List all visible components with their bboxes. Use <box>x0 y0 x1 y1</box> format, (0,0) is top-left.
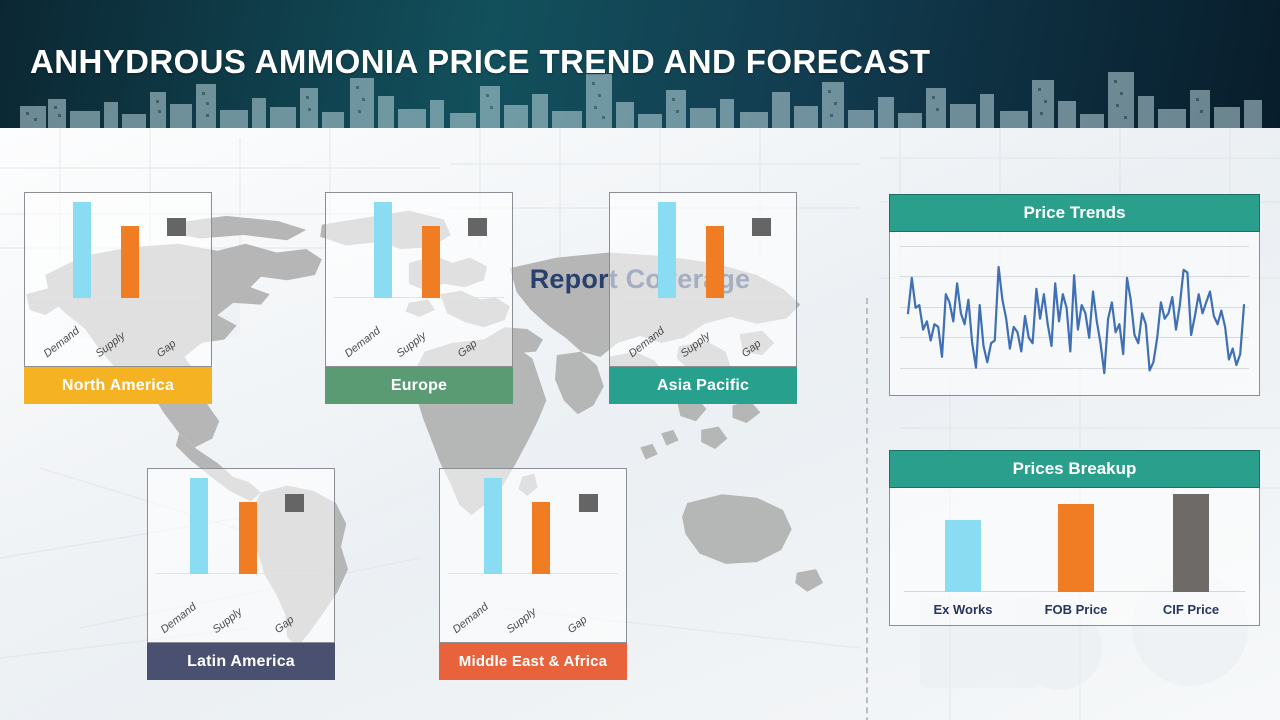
region-chart-middle-east-africa: Demand Supply Gap <box>439 468 627 643</box>
bar-gap <box>579 494 598 512</box>
page-title: ANHYDROUS AMMONIA PRICE TREND AND FORECA… <box>30 43 931 80</box>
gridline <box>900 246 1249 247</box>
gridline <box>900 337 1249 338</box>
bar-label-ex-works: Ex Works <box>933 602 993 617</box>
bar-fob-price <box>1058 504 1094 592</box>
prices-breakup-plot: Ex Works FOB Price CIF Price <box>889 488 1260 626</box>
axis-label-demand: Demand <box>626 324 667 360</box>
card-prices-breakup[interactable]: Prices Breakup Ex Works FOB Price CIF Pr… <box>889 450 1260 626</box>
region-title-north-america: North America <box>24 367 212 404</box>
region-name-label: Europe <box>390 376 448 394</box>
region-name-label: Asia Pacific <box>656 376 750 394</box>
axis-label-supply: Supply <box>678 329 713 360</box>
chart-baseline <box>33 297 203 298</box>
city-skyline-graphic <box>20 72 1262 128</box>
bar-gap <box>167 218 186 236</box>
axis-label-demand: Demand <box>342 324 383 360</box>
region-panel-middle-east-africa[interactable]: Demand Supply Gap Middle East & Africa <box>439 468 627 680</box>
region-panel-asia-pacific[interactable]: Demand Supply Gap Asia Pacific <box>609 192 797 404</box>
vertical-divider <box>866 298 868 720</box>
price-trend-line <box>906 265 1246 375</box>
axis-label-demand: Demand <box>158 600 199 636</box>
bar-gap <box>468 218 487 236</box>
body-area: Report Coverage Demand Supply Gap North … <box>0 128 1280 720</box>
header-banner: ANHYDROUS AMMONIA PRICE TREND AND FORECA… <box>0 0 1280 128</box>
bar-demand <box>658 202 676 298</box>
bar-gap <box>285 494 304 512</box>
region-panel-latin-america[interactable]: Demand Supply Gap Latin America <box>147 468 335 680</box>
price-trends-plot <box>889 232 1260 396</box>
bar-demand <box>374 202 392 298</box>
axis-label-gap: Gap <box>565 613 590 636</box>
card-price-trends[interactable]: Price Trends <box>889 194 1260 396</box>
bar-demand <box>484 478 502 574</box>
axis-label-supply: Supply <box>93 329 128 360</box>
axis-label-gap: Gap <box>455 337 480 360</box>
bar-supply <box>239 502 257 574</box>
bar-supply <box>121 226 139 298</box>
gridline <box>900 368 1249 369</box>
region-name-label: Middle East & Africa <box>458 653 608 670</box>
chart-baseline <box>334 297 504 298</box>
card-header-price-trends: Price Trends <box>889 194 1260 232</box>
axis-label-supply: Supply <box>504 605 539 636</box>
bar-supply <box>532 502 550 574</box>
bar-demand <box>190 478 208 574</box>
region-chart-latin-america: Demand Supply Gap <box>147 468 335 643</box>
region-title-middle-east-africa: Middle East & Africa <box>439 643 627 680</box>
card-header-prices-breakup: Prices Breakup <box>889 450 1260 488</box>
axis-label-supply: Supply <box>210 605 245 636</box>
axis-label-gap: Gap <box>739 337 764 360</box>
card-title-text: Price Trends <box>1023 203 1126 222</box>
bar-gap <box>752 218 771 236</box>
bar-label-cif-price: CIF Price <box>1162 602 1220 617</box>
card-title-text: Prices Breakup <box>1012 459 1137 478</box>
region-chart-asia-pacific: Demand Supply Gap <box>609 192 797 367</box>
chart-baseline <box>618 297 788 298</box>
bar-supply <box>706 226 724 298</box>
region-name-label: Latin America <box>187 652 295 670</box>
bar-ex-works <box>945 520 981 592</box>
region-chart-europe: Demand Supply Gap <box>325 192 513 367</box>
axis-label-gap: Gap <box>272 613 297 636</box>
bar-cif-price <box>1173 494 1209 592</box>
gridline <box>900 307 1249 308</box>
region-name-label: North America <box>61 376 175 394</box>
region-panel-europe[interactable]: Demand Supply Gap Europe <box>325 192 513 404</box>
region-title-europe: Europe <box>325 367 513 404</box>
axis-label-demand: Demand <box>41 324 82 360</box>
bar-demand <box>73 202 91 298</box>
region-panel-north-america[interactable]: Demand Supply Gap North America <box>24 192 212 404</box>
region-title-asia-pacific: Asia Pacific <box>609 367 797 404</box>
region-chart-north-america: Demand Supply Gap <box>24 192 212 367</box>
bar-supply <box>422 226 440 298</box>
axis-label-gap: Gap <box>154 337 179 360</box>
bar-label-fob-price: FOB Price <box>1044 602 1108 617</box>
region-title-latin-america: Latin America <box>147 643 335 680</box>
axis-label-supply: Supply <box>394 329 429 360</box>
axis-label-demand: Demand <box>450 600 491 636</box>
